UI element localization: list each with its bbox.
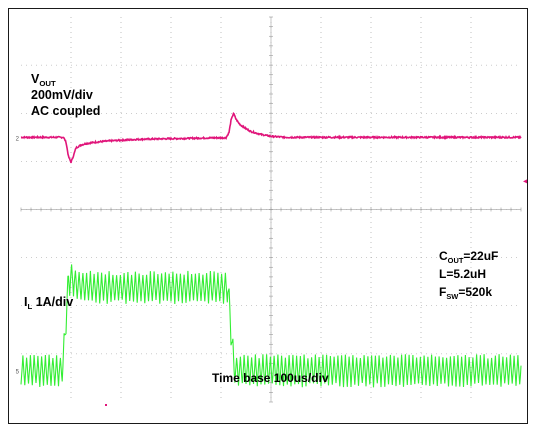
vout-channel-marker: 2 — [16, 136, 20, 142]
il-trace — [20, 264, 522, 388]
trigger-position-marker — [105, 404, 107, 406]
annotation-line: L=5.2uH — [439, 267, 486, 281]
trigger-marker: ◂ — [523, 177, 527, 186]
time-base-label: Time base 100us/div — [212, 371, 329, 385]
vout-label-line: AC coupled — [31, 104, 100, 118]
vout-trace — [20, 112, 522, 164]
scope-frame: 2 5 ◂ VOUT 200mV/div AC coupled IL 1A/div COUT=… — [8, 8, 528, 424]
il-channel-marker: 5 — [16, 370, 20, 376]
annotation-line: COUT=22uF — [439, 249, 498, 265]
traces — [20, 112, 522, 388]
graticule — [20, 16, 522, 403]
vout-label-line: 200mV/div — [31, 88, 93, 102]
annotation-line: FSW=520k — [439, 285, 492, 301]
il-label: IL 1A/div — [24, 295, 73, 311]
vout-label-line: VOUT — [31, 72, 56, 88]
